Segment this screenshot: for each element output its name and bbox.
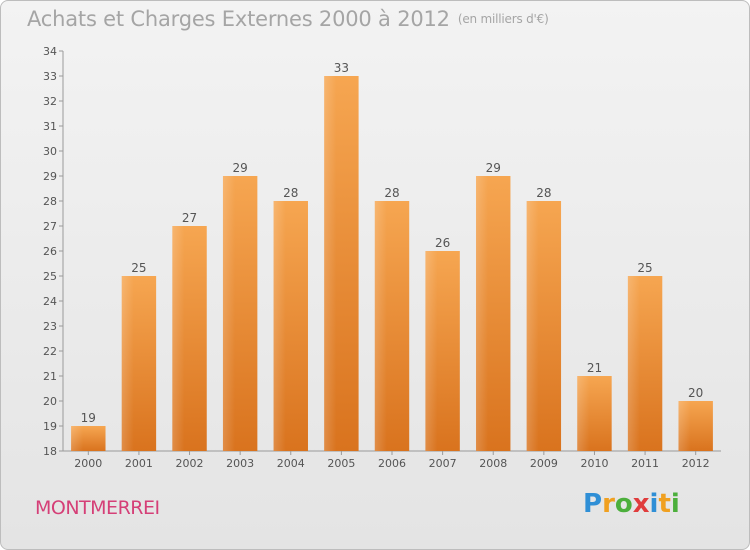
bar-value-label: 26 [435, 236, 450, 250]
x-tick-label: 2002 [176, 457, 204, 470]
bar-value-label: 25 [637, 261, 652, 275]
x-tick-label: 2009 [530, 457, 558, 470]
bar-value-label: 28 [536, 186, 551, 200]
x-tick-label: 2011 [631, 457, 659, 470]
bar-shine [273, 201, 286, 451]
bar-shine [526, 201, 539, 451]
y-tick-label: 33 [43, 70, 57, 83]
y-tick-label: 30 [43, 145, 57, 158]
y-tick-label: 20 [43, 395, 57, 408]
bar-shine [324, 76, 337, 451]
bar-value-label: 29 [486, 161, 501, 175]
chart-subtitle: (en milliers d'€) [457, 12, 549, 26]
x-tick-label: 2005 [327, 457, 355, 470]
y-tick-label: 29 [43, 170, 57, 183]
logo-letter: i [670, 489, 680, 519]
y-tick-label: 21 [43, 370, 57, 383]
x-tick-label: 2007 [429, 457, 457, 470]
x-tick-label: 2008 [479, 457, 507, 470]
logo-letter: t [658, 489, 671, 519]
bar-value-label: 28 [283, 186, 298, 200]
x-axis: 2000 2001 2002 2003 2004 2005 2006 2007 2008 2009… [63, 450, 721, 470]
bar-shine [71, 426, 84, 451]
commune-name: MONTMERREI [35, 497, 160, 519]
x-tick-label: 2000 [74, 457, 102, 470]
y-axis: 18 19 20 21 22 23 24 25 26 27 28 29 30 31 32 33 34 [43, 45, 64, 458]
y-tick-label: 25 [43, 270, 57, 283]
logo-letter: P [583, 489, 603, 519]
bar-shine [172, 226, 185, 451]
y-tick-label: 31 [43, 120, 57, 133]
bar-shine [678, 401, 691, 451]
bar-shine [121, 276, 134, 451]
y-tick-label: 18 [43, 445, 57, 458]
bar-shine [374, 201, 387, 451]
chart-title-text: Achats et Charges Externes 2000 à 2012 [27, 7, 450, 31]
bar-shine [222, 176, 235, 451]
logo-letter: x [632, 489, 650, 519]
bar-value-label: 33 [334, 61, 349, 75]
proxiti-logo: Proxiti [583, 489, 680, 519]
y-tick-label: 23 [43, 320, 57, 333]
x-tick-label: 2012 [682, 457, 710, 470]
y-tick-label: 22 [43, 345, 57, 358]
y-tick-label: 24 [43, 295, 57, 308]
y-tick-label: 26 [43, 245, 57, 258]
bar-shine [577, 376, 590, 451]
y-tick-label: 27 [43, 220, 57, 233]
x-tick-label: 2004 [277, 457, 305, 470]
x-tick-label: 2010 [580, 457, 608, 470]
x-tick-label: 2001 [125, 457, 153, 470]
x-tick-label: 2003 [226, 457, 254, 470]
chart-title: Achats et Charges Externes 2000 à 2012 (e… [27, 7, 549, 31]
y-tick-label: 34 [43, 45, 57, 58]
logo-letter: r [602, 489, 615, 519]
bar-value-label: 21 [587, 361, 602, 375]
bar-value-label: 27 [182, 211, 197, 225]
y-tick-label: 28 [43, 195, 57, 208]
y-tick-label: 19 [43, 420, 57, 433]
bar-shine [425, 251, 438, 451]
bars: 19 25 27 29 28 33 28 26 29 28 21 25 20 [71, 61, 713, 451]
bar-shine [627, 276, 640, 451]
bar-value-label: 20 [688, 386, 703, 400]
bar-value-label: 29 [233, 161, 248, 175]
logo-letter: i [649, 489, 659, 519]
bar-value-label: 25 [131, 261, 146, 275]
bar-shine [476, 176, 489, 451]
logo-letter: o [614, 489, 633, 519]
x-tick-label: 2006 [378, 457, 406, 470]
bar-value-label: 19 [81, 411, 96, 425]
y-tick-label: 32 [43, 95, 57, 108]
bar-value-label: 28 [384, 186, 399, 200]
